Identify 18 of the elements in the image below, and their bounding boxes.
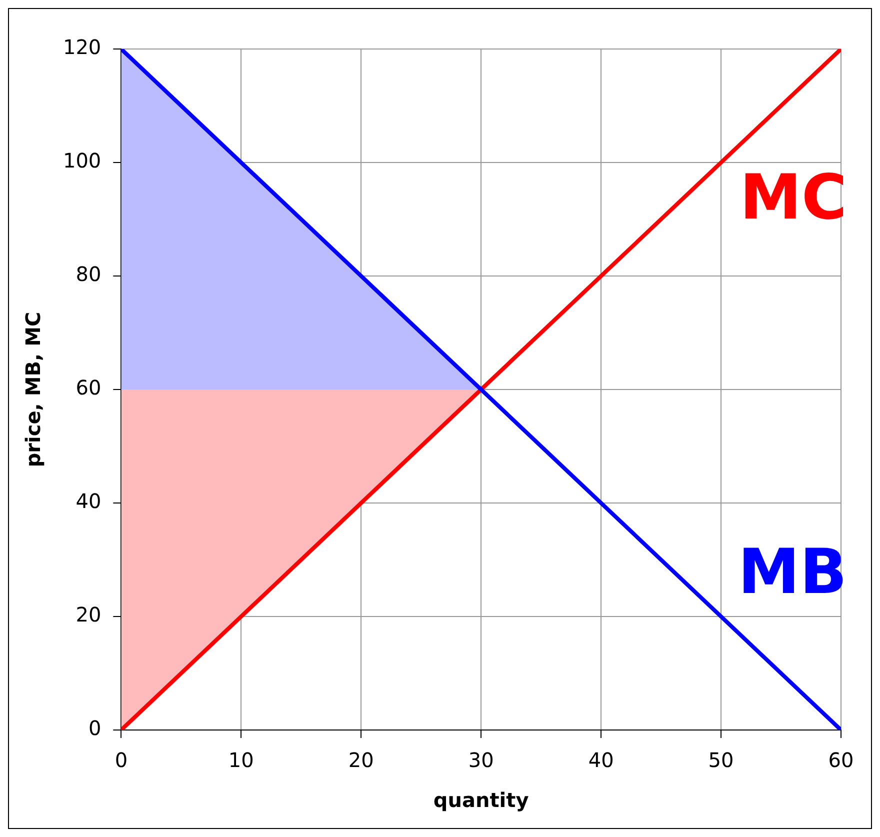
y-axis-title: price, MB, MC bbox=[21, 312, 46, 468]
y-tick-label: 0 bbox=[88, 716, 102, 740]
series-label: MC bbox=[740, 160, 847, 234]
y-tick-label: 100 bbox=[62, 148, 102, 173]
x-tick-label: 0 bbox=[114, 748, 128, 772]
x-tick-label: 30 bbox=[468, 748, 494, 772]
series-label: MB bbox=[738, 534, 847, 608]
y-tick-label: 120 bbox=[62, 35, 102, 60]
y-tick-label: 20 bbox=[76, 602, 102, 627]
x-tick-label: 50 bbox=[708, 748, 734, 772]
x-tick-label: 40 bbox=[588, 748, 614, 772]
x-tick-label: 60 bbox=[828, 748, 854, 772]
x-tick-label: 10 bbox=[228, 748, 254, 772]
x-axis-title: quantity bbox=[433, 788, 529, 812]
y-tick-label: 40 bbox=[76, 489, 102, 514]
y-tick-label: 80 bbox=[76, 262, 102, 286]
x-tick-label: 20 bbox=[348, 748, 374, 772]
y-tick-label: 60 bbox=[76, 376, 102, 400]
